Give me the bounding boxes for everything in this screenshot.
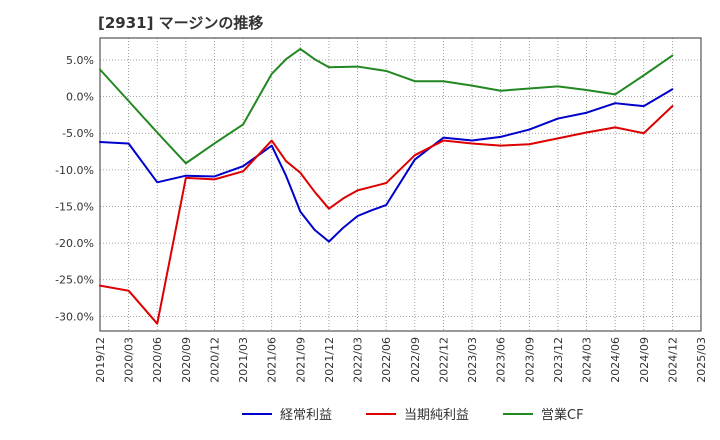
axis-layer: 5.0% 0.0% -5.0% -10.0% -15.0% -20.0% -25.0% -30…	[55, 37, 708, 383]
y-tick-label: -25.0%	[55, 274, 94, 287]
plot-border	[99, 37, 702, 332]
grid-layer	[100, 38, 701, 331]
series-layer	[99, 47, 674, 325]
series-line	[99, 105, 674, 325]
x-tick-label: 2023/03	[466, 337, 479, 383]
x-tick-label: 2024/12	[666, 337, 679, 383]
legend-label: 経常利益	[280, 408, 332, 423]
x-tick-label: 2024/09	[638, 337, 651, 383]
y-tick-label: -10.0%	[55, 164, 94, 177]
x-tick-label: 2022/03	[352, 337, 365, 383]
series-line	[99, 88, 674, 243]
series-line	[99, 47, 674, 165]
y-tick-label: 0.0%	[66, 91, 94, 104]
x-tick-label: 2024/06	[609, 337, 622, 383]
legend-label: 当期純利益	[404, 408, 469, 423]
y-tick-label: -30.0%	[55, 310, 94, 323]
x-tick-label: 2023/09	[523, 337, 536, 383]
y-tick-label: -5.0%	[62, 127, 94, 140]
x-tick-label: 2023/06	[495, 337, 508, 383]
x-tick-label: 2022/06	[380, 337, 393, 383]
x-tick-label: 2022/09	[409, 337, 422, 383]
x-tick-label: 2021/03	[237, 337, 250, 383]
x-tick-label: 2024/03	[581, 337, 594, 383]
chart-title: [2931] マージンの推移	[98, 14, 264, 32]
y-tick-label: -20.0%	[55, 237, 94, 250]
x-tick-label: 2021/12	[323, 337, 336, 383]
x-tick-label: 2020/03	[123, 337, 136, 383]
x-tick-label: 2020/09	[180, 337, 193, 383]
y-tick-label: -15.0%	[55, 200, 94, 213]
x-tick-label: 2022/12	[437, 337, 450, 383]
y-tick-label: 5.0%	[66, 54, 94, 67]
x-tick-label: 2025/03	[695, 337, 708, 383]
x-tick-label: 2020/06	[151, 337, 164, 383]
x-tick-label: 2020/12	[208, 337, 221, 383]
legend-label: 営業CF	[541, 407, 584, 423]
x-tick-label: 2021/06	[266, 337, 279, 383]
legend: 経常利益 当期純利益 営業CF	[242, 407, 584, 423]
x-tick-label: 2019/12	[94, 337, 107, 383]
x-tick-label: 2021/09	[294, 337, 307, 383]
x-tick-label: 2023/12	[552, 337, 565, 383]
